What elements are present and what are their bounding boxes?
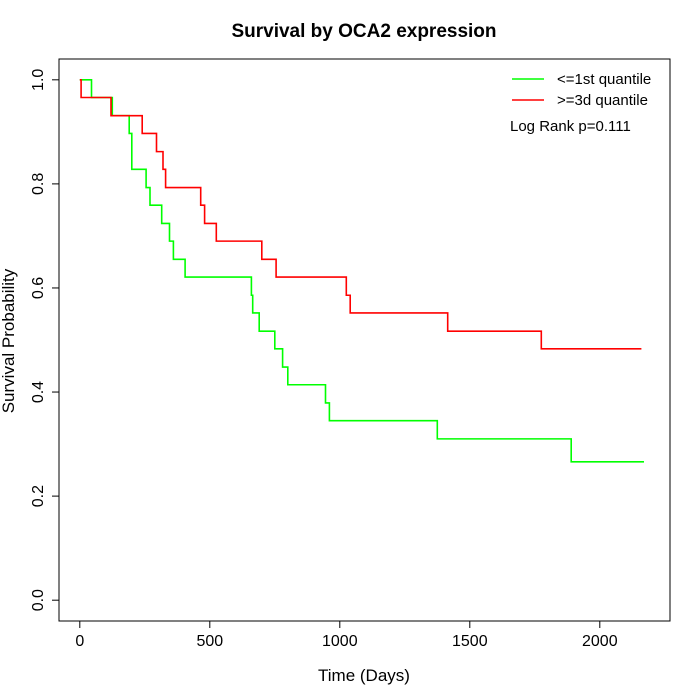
y-tick-label: 0.2 bbox=[30, 485, 47, 507]
x-tick-label: 1000 bbox=[322, 633, 358, 650]
legend-label: >=3d quantile bbox=[557, 92, 648, 109]
x-axis: 0 500 1000 1500 2000 bbox=[75, 620, 618, 650]
survival-curve bbox=[79, 79, 644, 463]
log-rank-annotation: Log Rank p=0.111 bbox=[510, 118, 631, 135]
x-tick-label: 500 bbox=[196, 633, 223, 650]
y-axis-label: Survival Probability bbox=[0, 268, 18, 413]
x-axis-label: Time (Days) bbox=[318, 666, 410, 685]
x-tick-label: 0 bbox=[75, 633, 84, 650]
series-layer bbox=[79, 79, 644, 463]
y-tick-label: 0.8 bbox=[30, 173, 47, 195]
y-tick-label: 0.4 bbox=[30, 381, 47, 403]
y-tick-label: 0.0 bbox=[30, 589, 47, 611]
y-tick-label: 1.0 bbox=[30, 69, 47, 91]
y-tick-label: 0.6 bbox=[30, 277, 47, 299]
x-tick-label: 1500 bbox=[452, 633, 488, 650]
chart-title: Survival by OCA2 expression bbox=[231, 21, 496, 42]
survival-curve bbox=[79, 79, 642, 350]
legend-label: <=1st quantile bbox=[557, 71, 651, 88]
x-tick-label: 2000 bbox=[582, 633, 618, 650]
legend: <=1st quantile >=3d quantile bbox=[512, 71, 651, 109]
y-axis: 0.0 0.2 0.4 0.6 0.8 1.0 bbox=[30, 69, 60, 611]
plot-frame bbox=[58, 58, 671, 622]
